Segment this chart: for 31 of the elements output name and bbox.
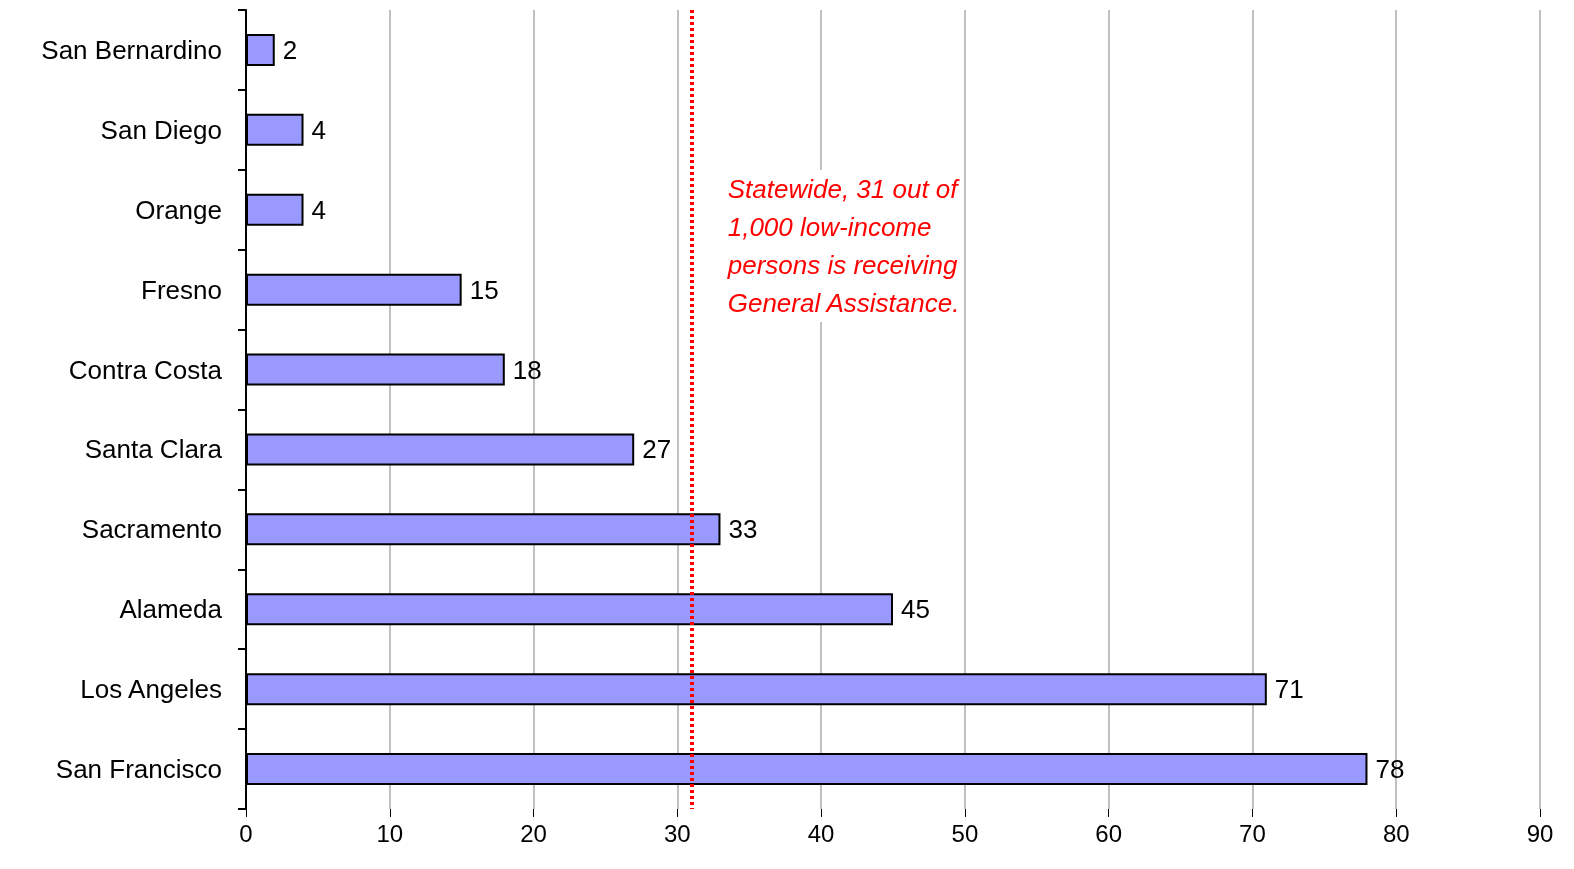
data-label: 4 bbox=[311, 194, 326, 225]
ref-line-label: Statewide, 31 out of 1,000 low-income persons is receiving General Assistance. bbox=[726, 174, 961, 318]
y-tick-label: Alameda bbox=[119, 594, 223, 625]
data-label: 33 bbox=[728, 514, 758, 545]
y-tick-label: San Bernardino bbox=[41, 34, 222, 65]
y-tick-label: Fresno bbox=[141, 274, 222, 305]
x-tick-label: 80 bbox=[1382, 819, 1410, 847]
x-tick-label: 90 bbox=[1526, 819, 1554, 847]
x-tick-label: 30 bbox=[663, 819, 691, 847]
x-tick-label: 0 bbox=[239, 819, 253, 847]
data-label: 18 bbox=[512, 354, 542, 385]
y-tick-label: San Diego bbox=[100, 114, 222, 145]
y-tick-label: Santa Clara bbox=[84, 434, 223, 465]
x-tick-label: 20 bbox=[520, 819, 547, 847]
y-tick-label: Orange bbox=[135, 194, 222, 225]
x-tick-label: 10 bbox=[376, 819, 404, 847]
y-tick-label: Los Angeles bbox=[80, 674, 222, 705]
data-label: 4 bbox=[311, 114, 326, 145]
y-tick-label: Sacramento bbox=[81, 514, 222, 545]
x-tick-label: 60 bbox=[1095, 819, 1123, 847]
data-label: 27 bbox=[642, 434, 672, 465]
x-tick-label: 70 bbox=[1239, 819, 1266, 847]
data-label: 2 bbox=[282, 34, 298, 65]
y-tick-label: Contra Costa bbox=[68, 354, 223, 385]
data-label: 45 bbox=[901, 594, 930, 625]
x-tick-label: 50 bbox=[951, 819, 979, 847]
data-label: 15 bbox=[469, 274, 499, 305]
y-tick-label: San Francisco bbox=[55, 754, 222, 785]
data-label: 78 bbox=[1375, 754, 1405, 785]
data-label: 71 bbox=[1274, 674, 1304, 705]
x-tick-label: 40 bbox=[807, 819, 835, 847]
